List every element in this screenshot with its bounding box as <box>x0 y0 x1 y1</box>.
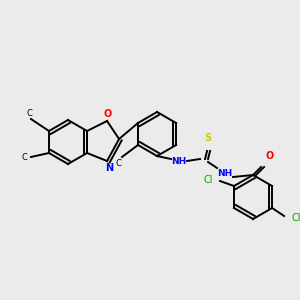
Text: C: C <box>115 158 121 167</box>
Text: Cl: Cl <box>291 213 300 223</box>
Text: O: O <box>104 109 112 119</box>
Text: NH: NH <box>171 157 187 166</box>
Text: Cl: Cl <box>203 175 213 185</box>
Text: NH: NH <box>218 169 233 178</box>
Text: O: O <box>266 151 274 161</box>
Text: N: N <box>105 163 113 173</box>
Text: C: C <box>21 152 27 161</box>
Text: S: S <box>205 133 212 143</box>
Text: C: C <box>26 109 32 118</box>
